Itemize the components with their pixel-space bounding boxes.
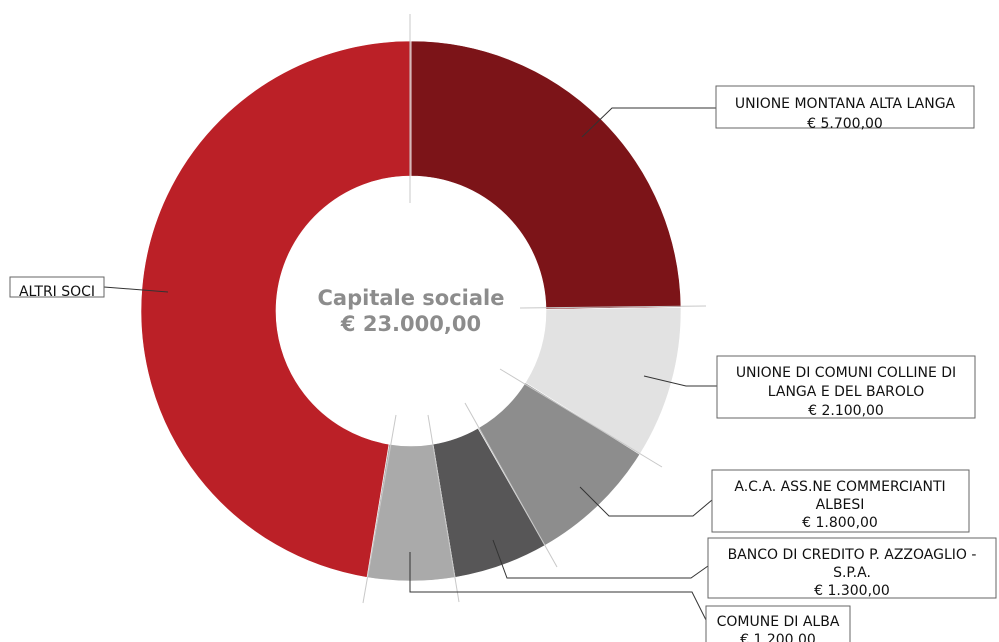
callout-line-1 — [643, 375, 717, 387]
slice-label-1: LANGA E DEL BAROLO — [768, 384, 924, 400]
callout-line-5 — [103, 286, 169, 293]
callout-line-2 — [579, 486, 713, 517]
label-box-2 — [711, 469, 970, 533]
guide-tick-5 — [362, 414, 397, 604]
guide-tick-3 — [464, 402, 558, 568]
slice-label-3: S.P.A. — [833, 565, 871, 581]
slice-label-0: UNIONE MONTANA ALTA LANGA — [735, 96, 956, 112]
label-box-5 — [9, 276, 105, 298]
slice-label-2: ALBESI — [816, 497, 865, 513]
slice-5 — [140, 40, 412, 578]
label-box-0 — [715, 85, 975, 129]
donut-slices — [140, 40, 682, 582]
center-label: Capitale sociale € 23.000,00 — [318, 286, 505, 336]
center-title: Capitale sociale — [318, 286, 505, 310]
slice-value-2: € 1.800,00 — [802, 515, 878, 531]
label-box-3 — [707, 537, 997, 599]
guide-tick-1 — [519, 305, 707, 309]
guide-tick-2 — [499, 368, 663, 468]
slice-value-4: € 1.200,00 — [740, 632, 816, 642]
center-value: € 23.000,00 — [340, 312, 481, 336]
callout-line-4 — [409, 552, 707, 621]
slice-value-1: € 2.100,00 — [808, 403, 884, 419]
slice-value-3: € 1.300,00 — [814, 583, 890, 599]
callout-line-3 — [492, 539, 709, 579]
guide-tick-4 — [427, 414, 460, 603]
slice-labels: UNIONE MONTANA ALTA LANGA € 5.700,00 UNION… — [9, 85, 997, 642]
slice-label-2: A.C.A. ASS.NE COMMERCIANTI — [734, 479, 945, 495]
callout-lines — [103, 14, 717, 621]
slice-label-4: COMUNE DI ALBA — [717, 614, 840, 630]
slice-0 — [410, 40, 682, 310]
slice-label-1: UNIONE DI COMUNI COLLINE DI — [736, 365, 956, 381]
label-box-4 — [705, 605, 851, 642]
slice-label-5: ALTRI SOCI — [19, 284, 95, 300]
callout-line-0 — [581, 107, 716, 138]
slice-value-0: € 5.700,00 — [807, 116, 883, 132]
label-box-1 — [716, 355, 976, 419]
slice-label-3: BANCO DI CREDITO P. AZZOAGLIO - — [728, 547, 977, 563]
